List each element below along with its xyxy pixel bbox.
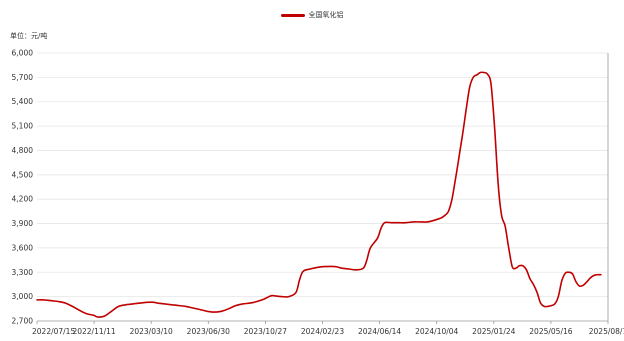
y-tick-label: 5,400: [12, 97, 34, 106]
y-tick-label: 3,600: [12, 243, 34, 252]
y-tick-label: 6,000: [12, 49, 34, 58]
x-tick-label: 2025/01/24: [472, 327, 515, 336]
x-tick-label: 2022/11/11: [72, 327, 115, 336]
y-tick-label: 4,500: [12, 170, 34, 179]
y-tick-label: 4,800: [12, 146, 34, 155]
y-tick-label: 5,100: [12, 122, 34, 131]
x-tick-label: 2025/08/1: [589, 327, 624, 336]
y-axis-ticks: 2,700 3,000 3,300 3,600 3,900 4,200 4,500 4,800…: [12, 49, 34, 326]
x-tick-label: 2022/07/15: [32, 327, 75, 336]
gridlines: [37, 52, 608, 298]
y-tick-label: 3,000: [12, 292, 34, 301]
y-tick-label: 2,700: [12, 317, 34, 326]
y-tick-label: 4,200: [12, 195, 34, 204]
unit-label: 单位：元/吨: [10, 32, 48, 40]
x-tick-label: 2025/05/16: [529, 327, 572, 336]
x-tick-label: 2024/10/04: [415, 327, 458, 336]
x-tick-label: 2024/02/23: [301, 327, 344, 336]
chart-legend: 全国氧化铝: [0, 8, 624, 22]
x-tick-label: 2024/06/14: [358, 327, 401, 336]
y-tick-label: 3,900: [12, 219, 34, 228]
x-tick-label: 2023/10/27: [244, 327, 287, 336]
legend-item[interactable]: 全国氧化铝: [280, 10, 344, 20]
y-tick-label: 3,300: [12, 268, 34, 277]
legend-label: 全国氧化铝: [308, 11, 344, 19]
series-line-national-alumina: [36, 71, 602, 318]
y-tick-label: 5,700: [12, 73, 34, 82]
x-tick-label: 2023/03/10: [130, 327, 173, 336]
legend-line-swatch: [280, 13, 305, 17]
x-tick-label: 2023/06/30: [187, 327, 230, 336]
